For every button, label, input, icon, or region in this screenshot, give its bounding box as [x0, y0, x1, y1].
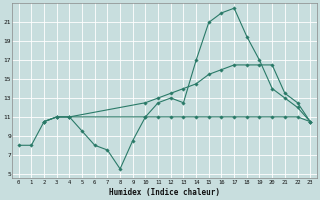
X-axis label: Humidex (Indice chaleur): Humidex (Indice chaleur) — [109, 188, 220, 197]
